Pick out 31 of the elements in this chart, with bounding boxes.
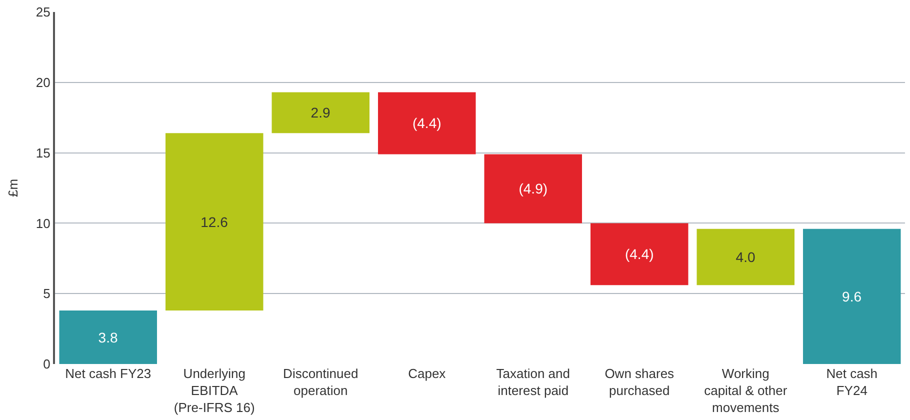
data-label: 3.8 [98, 329, 118, 346]
y-tick-label: 5 [43, 286, 50, 302]
x-tick-label: Net cash FY23 [65, 366, 152, 381]
x-tick-label: Underlying EBITDA (Pre-IFRS 16) [174, 366, 255, 415]
y-tick-label: 25 [36, 4, 50, 20]
x-tick-label: Working capital & other movements [704, 366, 788, 415]
x-tick-label: Discontinued operation [283, 366, 358, 398]
y-tick-label: 10 [36, 216, 50, 231]
bar [59, 310, 157, 364]
data-label: (4.9) [518, 180, 548, 197]
x-tick-label: Capex [408, 366, 446, 381]
bar [590, 223, 688, 286]
data-label: 4.0 [736, 248, 756, 265]
bar [803, 228, 901, 364]
x-tick-label: Own shares purchased [604, 366, 675, 398]
x-tick-label: Taxation and interest paid [496, 366, 570, 398]
data-label: (4.4) [412, 115, 442, 132]
y-tick-label: 0 [43, 356, 50, 372]
bar [272, 92, 370, 134]
y-tick-label: 15 [36, 145, 50, 160]
data-label: 12.6 [200, 214, 228, 230]
bar [378, 92, 476, 154]
bar [166, 133, 264, 310]
data-label: 2.9 [310, 104, 330, 121]
data-label: 9.6 [842, 288, 862, 304]
y-axis-title: £m [5, 178, 20, 198]
y-tick-label: 20 [36, 74, 50, 90]
bar [696, 228, 794, 286]
data-label: (4.4) [624, 246, 654, 262]
x-tick-label: Net cash FY24 [826, 366, 878, 398]
bar [484, 154, 582, 224]
